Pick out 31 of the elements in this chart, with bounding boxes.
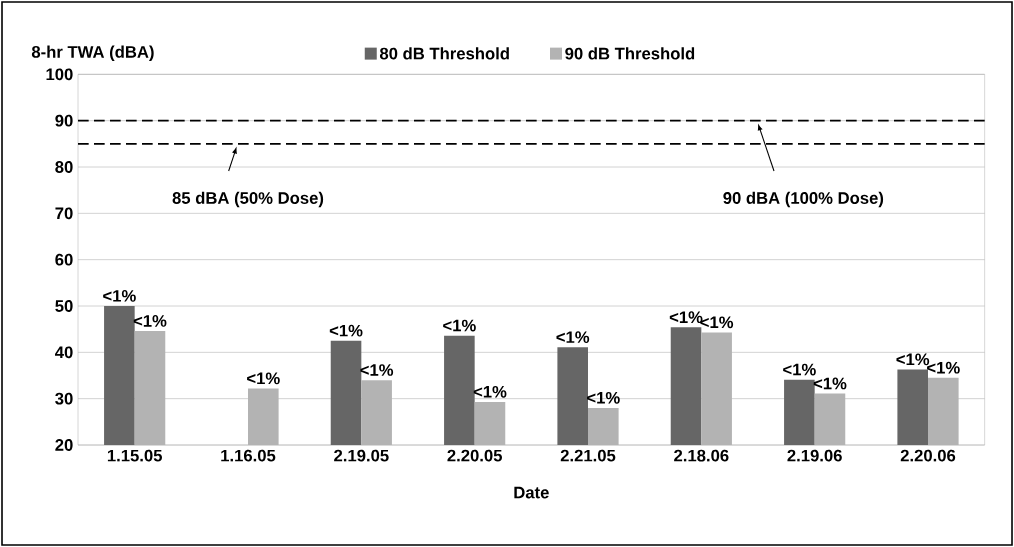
legend-label: 80 dB Threshold — [379, 47, 509, 60]
data-label: <1% — [896, 353, 930, 366]
x-tick-label: 2.18.06 — [674, 449, 729, 462]
y-tick-label: 30 — [55, 392, 73, 405]
y-tick-label: 60 — [55, 253, 73, 266]
data-label: <1% — [927, 361, 960, 374]
y-tick-label: 100 — [46, 68, 73, 81]
x-tick-label: 2.21.05 — [560, 449, 616, 462]
data-label: <1% — [329, 324, 363, 337]
y-tick-label: 20 — [55, 439, 73, 451]
y-axis-title: 8-hr TWA (dBA) — [31, 45, 154, 62]
x-tick-label: 1.15.05 — [107, 449, 162, 462]
data-label: <1% — [556, 331, 590, 343]
data-label: <1% — [443, 319, 476, 332]
legend-label: 90 dB Threshold — [565, 47, 695, 60]
y-tick-label: 90 — [55, 114, 73, 127]
ref-line-label: 90 dBA (100% Dose) — [723, 191, 884, 208]
y-tick-label: 70 — [55, 207, 73, 220]
y-tick-label: 50 — [55, 300, 73, 312]
y-tick-label: 40 — [55, 346, 73, 359]
y-tick-label: 80 — [55, 161, 73, 173]
data-label: <1% — [783, 363, 816, 376]
x-tick-label: 1.16.05 — [221, 449, 276, 462]
x-tick-label: 2.20.05 — [447, 449, 502, 462]
x-tick-label: 2.19.06 — [787, 449, 842, 462]
x-tick-label: 2.19.05 — [334, 449, 389, 462]
x-tick-label: 2.20.06 — [900, 449, 956, 462]
x-axis-title: Date — [514, 486, 549, 499]
data-label: <1% — [247, 372, 280, 385]
data-label: <1% — [103, 290, 136, 302]
ref-line-label: 85 dBA (50% Dose) — [172, 191, 324, 208]
